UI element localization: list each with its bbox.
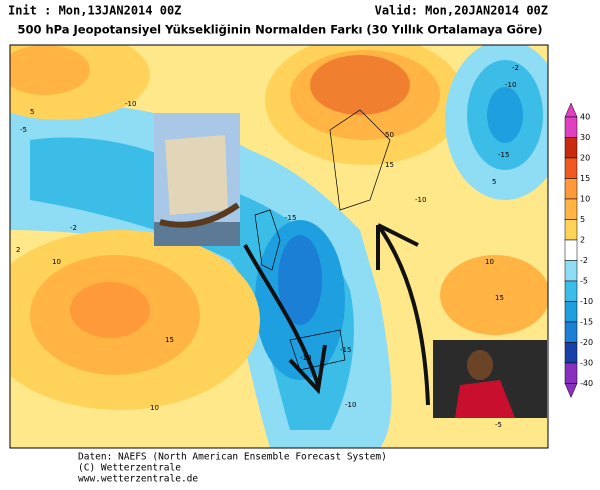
contour-label: -10 [300,354,311,362]
colorbar-label: -20 [580,338,593,347]
contour-label: 15 [495,294,504,302]
colorbar-label: 5 [580,215,585,224]
colorbar-label: 10 [580,195,590,204]
colorbar-swatch [564,342,578,364]
footer-url: www.wetterzentrale.de [78,474,198,485]
contour-label: -10 [125,100,136,108]
footer-source: Daten: NAEFS (North American Ensemble Fo… [78,452,387,463]
colorbar-tip [564,102,578,118]
contour-label: -2 [512,64,519,72]
contour-label: -10 [505,81,516,89]
colorbar-label: -30 [580,359,593,368]
colorbar-label: -2 [580,256,588,265]
colorbar-label: -40 [580,379,593,388]
colorbar-label: 15 [580,174,590,183]
contour-label: -5 [495,421,502,429]
colorbar-label: 20 [580,154,590,163]
colorbar-swatch [564,178,578,200]
colorbar-swatch [564,239,578,261]
colorbar-swatch [564,301,578,323]
contour-label: 50 [385,131,394,139]
colorbar-label: -5 [580,277,588,286]
contour-label: 5 [492,178,496,186]
colorbar-swatch [564,116,578,138]
contour-label: -10 [345,401,356,409]
contour-label: 10 [150,404,159,412]
contour-label: -10 [415,196,426,204]
colorbar-swatch [564,321,578,343]
anomaly-map [10,45,548,448]
colorbar-label: -10 [580,297,593,306]
colorbar-swatch [564,219,578,241]
footer-copyright: (C) Wetterzentrale [78,463,181,474]
colorbar-swatch [564,198,578,220]
contour-label: -15 [340,346,351,354]
contour-label: -5 [20,126,27,134]
colorbar-label: 40 [580,113,590,122]
colorbar-label: 2 [580,236,585,245]
colorbar-tip [564,383,578,399]
contour-label: 15 [385,161,394,169]
contour-label: 2 [16,246,20,254]
colorbar-swatch [564,157,578,179]
colorbar-swatch [564,260,578,282]
colorbar-label: -15 [580,318,593,327]
contour-label: -15 [285,214,296,222]
colorbar-label: 30 [580,133,590,142]
colorbar-swatch [564,362,578,384]
colorbar-swatch [564,137,578,159]
contour-label: 15 [165,336,174,344]
contour-label: -2 [70,224,77,232]
contour-label: 10 [485,258,494,266]
map-title: 500 hPa Jeopotansiyel Yüksekliğinin Norm… [17,23,542,37]
init-time: Init : Mon,13JAN2014 00Z [8,4,181,18]
colorbar-swatch [564,280,578,302]
contour-label: -15 [498,151,509,159]
valid-time: Valid: Mon,20JAN2014 00Z [375,4,548,18]
contour-label: 5 [30,108,34,116]
contour-label: 10 [52,258,61,266]
